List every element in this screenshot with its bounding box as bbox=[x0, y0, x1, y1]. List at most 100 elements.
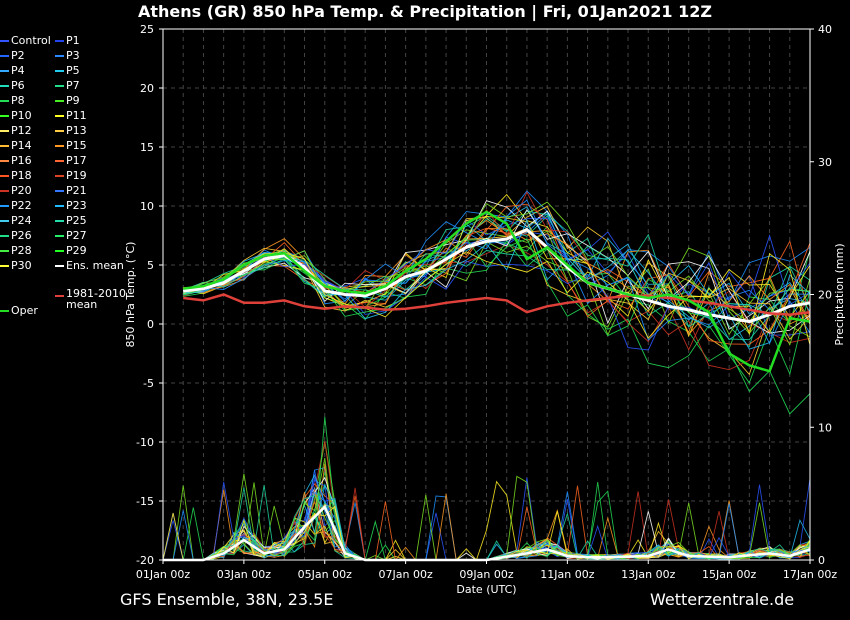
legend-swatch bbox=[0, 205, 9, 207]
legend-entry: P13 bbox=[55, 123, 87, 138]
legend-swatch bbox=[55, 145, 64, 147]
legend-label: P29 bbox=[66, 244, 87, 257]
ensemble-member-line bbox=[183, 227, 811, 340]
legend-swatch bbox=[55, 235, 64, 237]
x-tick-label: 07Jan 00z bbox=[379, 568, 433, 581]
legend-swatch bbox=[55, 130, 64, 132]
legend-entry: P14 bbox=[0, 138, 32, 153]
y-tick-label: 25 bbox=[140, 23, 154, 36]
legend-swatch bbox=[0, 235, 9, 237]
legend-entry: P26 bbox=[0, 228, 32, 243]
legend-swatch bbox=[0, 40, 9, 42]
legend-label: P11 bbox=[66, 109, 87, 122]
legend-swatch bbox=[0, 70, 9, 72]
y-tick-label: -15 bbox=[136, 495, 154, 508]
y2-tick-label: 20 bbox=[818, 289, 832, 302]
axes: 25 20 15 10 5 0 -5 -10 -15 -20 40 30 20 10 0 01Jan 00z 0… bbox=[124, 23, 846, 596]
legend: Control P1 P2 P3 P4 P5 P6 P7 P8 P9 P10 P11 P12 P13 P14… bbox=[0, 33, 130, 323]
legend-entry: P16 bbox=[0, 153, 32, 168]
legend-entry: P21 bbox=[55, 183, 87, 198]
legend-label: P7 bbox=[66, 79, 80, 92]
legend-swatch bbox=[0, 220, 9, 222]
legend-entry: P3 bbox=[55, 48, 80, 63]
legend-swatch bbox=[55, 160, 64, 162]
legend-swatch bbox=[55, 40, 64, 42]
ensemble-member-line bbox=[183, 237, 811, 415]
y-tick-label: 0 bbox=[147, 318, 154, 331]
y-tick-label: 5 bbox=[147, 259, 154, 272]
legend-entry: Control bbox=[0, 33, 51, 48]
legend-entry: P17 bbox=[55, 153, 87, 168]
legend-swatch bbox=[55, 265, 64, 267]
x-tick-label: 05Jan 00z bbox=[298, 568, 352, 581]
legend-label: P22 bbox=[11, 199, 32, 212]
legend-swatch bbox=[55, 55, 64, 57]
x-tick-label: 13Jan 00z bbox=[621, 568, 675, 581]
legend-label: P2 bbox=[11, 49, 25, 62]
legend-entry: P24 bbox=[0, 213, 32, 228]
legend-swatch bbox=[55, 85, 64, 87]
legend-entry: P10 bbox=[0, 108, 32, 123]
legend-entry: P20 bbox=[0, 183, 32, 198]
legend-swatch bbox=[55, 175, 64, 177]
legend-entry: P19 bbox=[55, 168, 87, 183]
legend-label: 1981-2010 mean bbox=[66, 287, 126, 311]
legend-entry: P7 bbox=[55, 78, 80, 93]
x-tick-label: 11Jan 00z bbox=[540, 568, 594, 581]
y-tick-label: 15 bbox=[140, 141, 154, 154]
x-axis-label: Date (UTC) bbox=[456, 583, 516, 596]
legend-swatch bbox=[55, 205, 64, 207]
ensemble-member-line bbox=[183, 225, 811, 362]
x-tick-label: 09Jan 00z bbox=[459, 568, 513, 581]
series-line bbox=[183, 210, 811, 373]
ensemble-member-line bbox=[183, 227, 811, 345]
legend-swatch bbox=[0, 265, 9, 267]
y-tick-label: -20 bbox=[136, 554, 154, 567]
legend-label: P5 bbox=[66, 64, 80, 77]
legend-entry: Ens. mean bbox=[55, 258, 124, 273]
legend-entry: P8 bbox=[0, 93, 25, 108]
legend-entry: P2 bbox=[0, 48, 25, 63]
legend-swatch bbox=[0, 160, 9, 162]
legend-entry: P9 bbox=[55, 93, 80, 108]
legend-label: P20 bbox=[11, 184, 32, 197]
legend-label: P16 bbox=[11, 154, 32, 167]
legend-label: P30 bbox=[11, 259, 32, 272]
y2-axis-label: Precipitation (mm) bbox=[833, 243, 846, 345]
legend-entry: P23 bbox=[55, 198, 87, 213]
legend-label: P6 bbox=[11, 79, 25, 92]
legend-swatch bbox=[55, 100, 64, 102]
y2-tick-label: 30 bbox=[818, 156, 832, 169]
legend-label: P4 bbox=[11, 64, 25, 77]
legend-entry: P18 bbox=[0, 168, 32, 183]
legend-entry: P29 bbox=[55, 243, 87, 258]
y2-tick-label: 10 bbox=[818, 421, 832, 434]
legend-entry: Oper bbox=[0, 303, 38, 318]
source-credit: Wetterzentrale.de bbox=[650, 590, 795, 609]
legend-swatch bbox=[55, 250, 64, 252]
series-line bbox=[183, 293, 811, 316]
legend-label: P8 bbox=[11, 94, 25, 107]
legend-label: Oper bbox=[11, 304, 38, 317]
legend-swatch bbox=[0, 130, 9, 132]
legend-label: Ens. mean bbox=[66, 259, 124, 272]
legend-entry: P1 bbox=[55, 33, 80, 48]
legend-label: P15 bbox=[66, 139, 87, 152]
ensemble-member-line bbox=[183, 199, 811, 345]
legend-label: P14 bbox=[11, 139, 32, 152]
legend-label: P3 bbox=[66, 49, 80, 62]
legend-entry: P28 bbox=[0, 243, 32, 258]
y-axis-label: 850 hPa Temp. (°C) bbox=[124, 242, 137, 348]
legend-label: P25 bbox=[66, 214, 87, 227]
legend-label: P21 bbox=[66, 184, 87, 197]
legend-entry: 1981-2010 mean bbox=[55, 288, 136, 310]
y2-tick-label: 40 bbox=[818, 23, 832, 36]
legend-label: P12 bbox=[11, 124, 32, 137]
legend-label: P10 bbox=[11, 109, 32, 122]
legend-entry: P27 bbox=[55, 228, 87, 243]
legend-entry: P12 bbox=[0, 123, 32, 138]
legend-label: P24 bbox=[11, 214, 32, 227]
y-tick-label: -10 bbox=[136, 436, 154, 449]
legend-swatch bbox=[0, 310, 9, 312]
